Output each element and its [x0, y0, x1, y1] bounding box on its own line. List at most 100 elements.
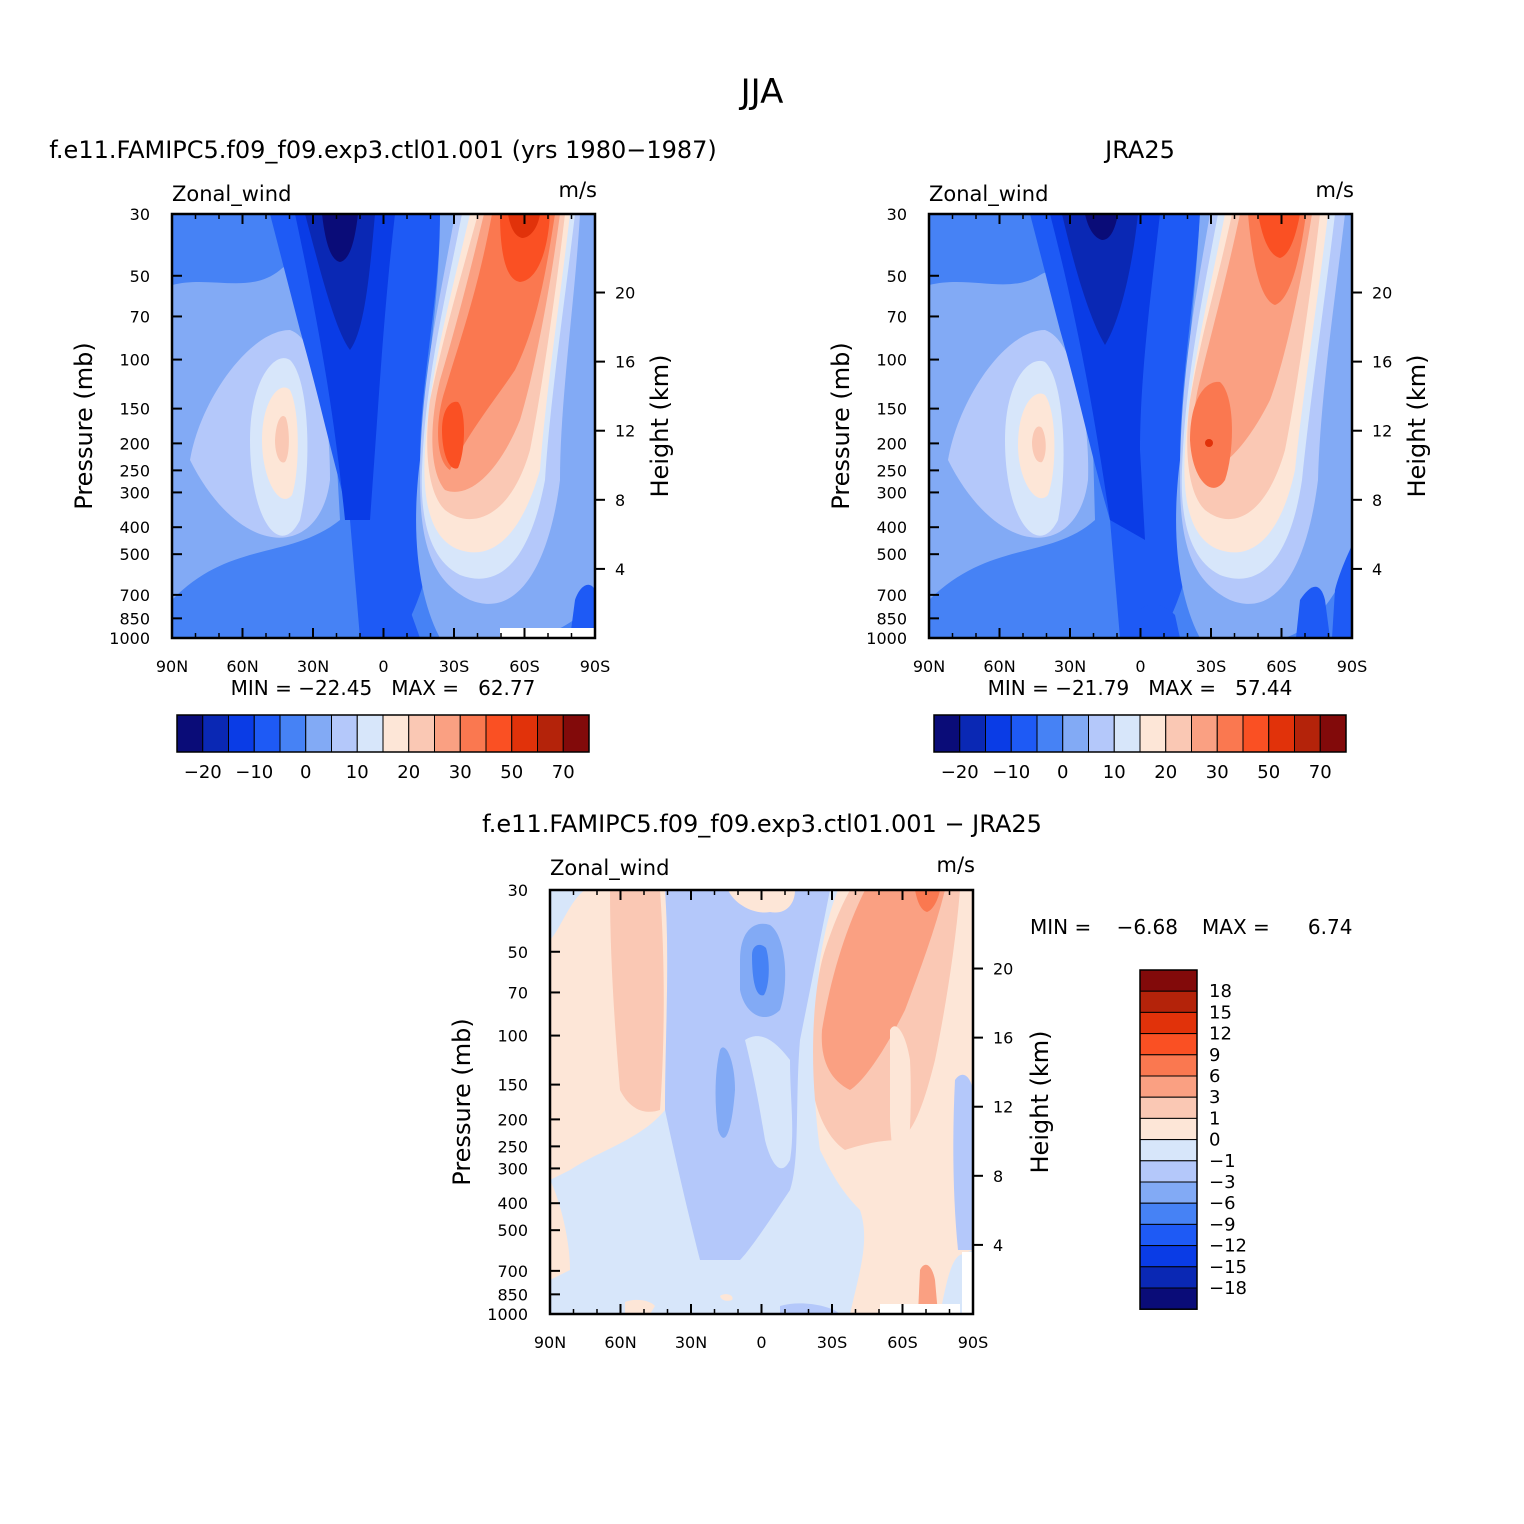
- y-tick-label: 700: [119, 586, 150, 605]
- x-axis: 90N 60N 30N 0 30S 60S 90S: [156, 214, 610, 676]
- variable-label: Zonal_wind: [550, 856, 669, 881]
- y-tick-label: 70: [508, 983, 528, 1002]
- y-tick-label: 70: [130, 307, 150, 326]
- y-tick-label: 250: [497, 1137, 528, 1156]
- x-tick-label: 30N: [297, 657, 329, 676]
- y-axis-right-title: Height (km): [1403, 355, 1431, 498]
- y-right-tick-label: 12: [615, 422, 635, 441]
- figure-title: JJA: [739, 72, 784, 112]
- colorbar-swatch: [1242, 714, 1270, 753]
- y-tick-label: 150: [876, 400, 907, 419]
- x-tick-label: 60N: [226, 657, 258, 676]
- colorbar-swatch: [1268, 714, 1295, 753]
- y-tick-label: 50: [887, 267, 907, 286]
- colorbar-swatch: [434, 714, 461, 753]
- y-right-tick-label: 20: [1372, 284, 1392, 303]
- y-tick-label: 1000: [109, 629, 150, 648]
- y-right-tick-label: 8: [1372, 491, 1382, 510]
- x-tick-label: 90N: [913, 657, 945, 676]
- colorbar-swatch: [1191, 714, 1218, 753]
- colorbar-frame: [933, 714, 1347, 753]
- colorbar-label: 30: [449, 762, 472, 783]
- colorbar-swatch: [253, 714, 281, 753]
- colorbar-label: 70: [1309, 762, 1332, 783]
- y-axis-title: Pressure (mb): [448, 1018, 476, 1185]
- y-tick-label: 100: [497, 1027, 528, 1046]
- y-tick-label: 500: [497, 1221, 528, 1240]
- y-tick-label: 200: [119, 434, 150, 453]
- colorbar: −20 −10 0 10 20 30 50 70: [933, 714, 1347, 783]
- x-tick-label: 0: [378, 657, 388, 676]
- colorbar-label: −9: [1209, 1214, 1236, 1235]
- contour-field: [550, 890, 973, 1314]
- stats-label: MIN = −21.79 MAX = 57.44: [988, 676, 1293, 700]
- colorbar-swatch: [959, 714, 986, 753]
- variable-label: Zonal_wind: [929, 182, 1048, 207]
- colorbar-swatch: [1139, 969, 1198, 992]
- x-tick-label: 90N: [156, 657, 188, 676]
- colorbar-swatch: [1139, 1287, 1198, 1310]
- x-tick-label: 30N: [675, 1333, 707, 1352]
- colorbar-label: 12: [1209, 1024, 1232, 1045]
- colorbar-label: 50: [500, 762, 523, 783]
- y-right-tick-label: 12: [1372, 422, 1392, 441]
- colorbar-label: −20: [941, 762, 979, 783]
- colorbar-swatch: [1139, 990, 1198, 1013]
- colorbar-swatch: [1062, 714, 1089, 753]
- colorbar-label: −20: [184, 762, 222, 783]
- y-axis-title: Pressure (mb): [827, 342, 855, 509]
- y-tick-label: 400: [119, 518, 150, 537]
- y-axis-right: 4 8 12 16 20: [1352, 284, 1392, 579]
- colorbar-swatch: [1139, 1266, 1198, 1289]
- panel-title: f.e11.FAMIPC5.f09_f09.exp3.ctl01.001 − J…: [482, 810, 1042, 838]
- y-tick-label: 700: [876, 586, 907, 605]
- colorbar-swatch: [1139, 1096, 1198, 1119]
- colorbar-label: 1: [1209, 1108, 1220, 1129]
- y-tick-label: 150: [119, 400, 150, 419]
- colorbar-label: 0: [300, 762, 311, 783]
- y-tick-label: 400: [876, 518, 907, 537]
- colorbar-swatch: [1139, 1054, 1198, 1077]
- x-tick-label: 0: [756, 1333, 766, 1352]
- colorbar-frame: [176, 714, 590, 753]
- colorbar-swatch: [933, 714, 961, 753]
- colorbar-label: −10: [235, 762, 273, 783]
- x-tick-label: 90N: [534, 1333, 566, 1352]
- colorbar-swatch: [511, 714, 538, 753]
- variable-label: Zonal_wind: [172, 182, 291, 207]
- x-tick-label: 60N: [983, 657, 1015, 676]
- colorbar-label: 20: [397, 762, 420, 783]
- colorbar-swatch: [176, 714, 204, 753]
- panel-title: f.e11.FAMIPC5.f09_f09.exp3.ctl01.001 (yr…: [49, 136, 717, 164]
- x-tick-label: 60N: [604, 1333, 636, 1352]
- y-tick-label: 100: [876, 351, 907, 370]
- panel-title: JRA25: [1103, 136, 1175, 164]
- colorbar-swatch: [562, 714, 590, 753]
- units-label: m/s: [559, 178, 597, 202]
- y-right-tick-label: 16: [1372, 353, 1392, 372]
- colorbar-label: −6: [1209, 1193, 1236, 1214]
- y-tick-label: 1000: [866, 629, 907, 648]
- x-tick-label: 30S: [439, 657, 470, 676]
- colorbar-label: 6: [1209, 1066, 1220, 1087]
- x-axis: 90N 60N 30N 0 30S 60S 90S: [534, 890, 988, 1352]
- x-tick-label: 90S: [958, 1333, 989, 1352]
- y-tick-label: 250: [119, 461, 150, 480]
- units-label: m/s: [937, 853, 975, 877]
- colorbar-swatch: [459, 714, 487, 753]
- y-tick-label: 850: [876, 609, 907, 628]
- x-tick-label: 30S: [817, 1333, 848, 1352]
- colorbar-label: 18: [1209, 981, 1232, 1002]
- colorbar-swatch: [1010, 714, 1038, 753]
- colorbar-label: 15: [1209, 1002, 1232, 1023]
- colorbar-swatch: [1139, 1117, 1198, 1141]
- y-tick-label: 850: [497, 1285, 528, 1304]
- x-axis: 90N 60N 30N 0 30S 60S 90S: [913, 214, 1367, 676]
- colorbar-swatch: [1139, 1181, 1198, 1204]
- y-tick-label: 300: [876, 483, 907, 502]
- colorbar-label: 0: [1209, 1130, 1220, 1151]
- colorbar-label: −18: [1209, 1278, 1247, 1299]
